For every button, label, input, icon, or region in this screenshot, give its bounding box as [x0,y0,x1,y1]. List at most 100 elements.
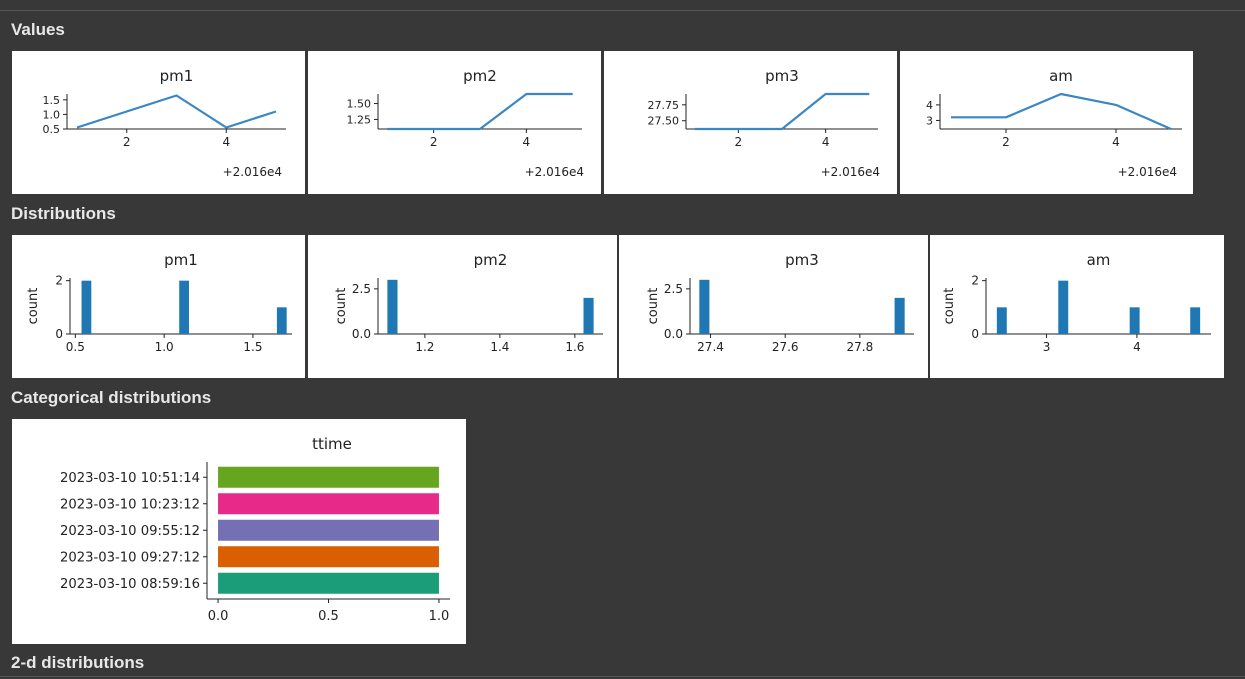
dist-pm3-xtick-label: 27.8 [847,340,874,354]
dist-am-bar [996,307,1007,334]
values-pm1-ytick-label: 1.0 [43,108,61,121]
dist-pm3-title: pm3 [785,251,819,269]
dist-pm1-xtick-label: 1.5 [243,340,262,354]
dist-pm2-title: pm2 [474,251,508,269]
cat-ttime-bar [218,493,439,515]
values-pm2-ytick-label: 1.25 [347,113,372,126]
values-pm1-series-line [76,94,277,129]
bottom-divider [0,676,1245,677]
values-pm3-series-line [694,92,870,131]
values-pm3-ytick-label: 27.50 [648,115,680,128]
dist-pm1-xtick-label: 0.5 [66,340,85,354]
dist-am-xtick-label: 3 [1043,340,1051,354]
cat-ttime-category-label: 2023-03-10 10:51:14 [60,471,200,486]
dist-pm1-ytick-label: 2 [55,274,63,288]
dist-am-panel: am 3 4 0 2 count [930,235,1224,378]
top-divider [0,10,1245,11]
values-pm2-xtick-label: 4 [523,135,531,149]
values-pm1-xtick-label: 2 [123,135,131,149]
dist-am-ytick-label: 0 [971,327,979,341]
values-am-chart: am 2 4 3 4 +2.016e4 [926,67,1182,179]
dist-pm1-bar [179,280,189,334]
dist-am-bar [1058,280,1069,334]
dist-am-ytick-label: 2 [971,274,979,288]
values-pm3-ytick-label: 27.75 [648,99,680,112]
section-title-2d: 2-d distributions [11,653,145,672]
values-pm2-chart: pm2 2 4 1.25 1.50 +2.016e4 [347,67,585,179]
values-pm1-offset-label: +2.016e4 [223,165,282,179]
values-pm2-panel: pm2 2 4 1.25 1.50 +2.016e4 [308,51,601,194]
cat-ttime-bar [218,466,439,488]
cat-ttime-category-label: 2023-03-10 09:55:12 [60,524,200,539]
cat-ttime-bar [218,519,439,541]
dist-pm1-bar [276,307,287,334]
values-am-panel: am 2 4 3 4 +2.016e4 [900,51,1193,194]
values-pm1-chart: pm1 2 4 0.5 1.01.5 +2.016e4 [43,67,286,179]
values-pm3-offset-label: +2.016e4 [821,165,880,179]
dist-am-bar [1190,307,1201,334]
values-pm3-title: pm3 [765,67,799,85]
values-am-offset-label: +2.016e4 [1118,165,1177,179]
section-title-distributions: Distributions [11,204,116,223]
values-am-xtick-label: 2 [1002,135,1010,149]
cat-ttime-xtick-label: 0.0 [208,609,229,624]
values-pm1-panel: pm1 2 4 0.5 1.0 1.5 +2.016e4 [12,51,305,194]
values-am-title: am [1049,67,1073,85]
dist-pm1-panel: pm1 0.5 1.0 1.5 0 2 count [12,235,305,378]
dist-pm2-panel: pm2 1.2 1.4 1.6 0.0 2.5 count [308,235,617,378]
values-pm3-chart: pm3 2 4 27.50 27.75 +2.016e4 [648,67,881,179]
dist-pm1-bar [81,280,92,334]
section-title-categorical: Categorical distributions [11,388,212,407]
dist-pm2-ytick-label: 2.5 [352,282,371,296]
values-pm3-panel: pm3 2 4 27.50 27.75 +2.016e4 [604,51,897,194]
dist-pm2-xtick-label: 1.4 [490,340,509,354]
dist-pm1-ylabel: count [26,288,41,325]
dist-pm3-xtick-label: 27.6 [772,340,799,354]
cat-ttime-xtick-label: 1.0 [429,609,450,624]
dist-pm2-ylabel: count [334,288,349,325]
dist-pm3-ylabel: count [646,288,661,325]
cat-ttime-bar [218,572,439,594]
dist-pm3-bar [894,297,905,334]
values-pm3-xtick-label: 2 [735,135,743,149]
cat-ttime-title: ttime [312,435,352,453]
dist-pm2-xtick-label: 1.2 [415,340,434,354]
values-pm2-ytick-label: 1.50 [347,98,372,111]
values-pm3-xtick-label: 4 [822,135,830,149]
dist-pm1-xtick-label: 1.0 [155,340,174,354]
cat-ttime-category-label: 2023-03-10 10:23:12 [60,497,200,512]
values-am-ytick-label: 3 [926,114,933,127]
cat-ttime-bar [218,546,439,568]
cat-ttime-category-label: 2023-03-10 08:59:16 [60,577,200,592]
dist-pm2-xtick-label: 1.6 [565,340,584,354]
dist-pm2-ytick-label: 0.0 [352,327,371,341]
dist-am-title: am [1087,251,1111,269]
cat-ttime-category-label: 2023-03-10 09:27:12 [60,550,200,565]
dist-am-chart: am 3 4 0 2 count [942,251,1211,354]
values-am-xtick-label: 4 [1112,135,1120,149]
values-pm2-series-line [387,92,573,131]
dist-pm3-xtick-label: 27.4 [697,340,724,354]
dist-am-ylabel: count [942,288,957,325]
cat-ttime-panel: ttime 2023-03-10 10:51:14 2023-03-10 10:23… [12,419,466,644]
dist-pm2-bar [387,279,398,334]
values-am-series-line [951,92,1172,131]
dist-pm1-chart: pm1 0.5 1.0 1.5 0 2 count [26,251,292,354]
dist-pm1-title: pm1 [164,251,198,269]
dist-pm3-bar [699,279,710,334]
values-pm1-xtick-label: 4 [222,135,230,149]
dist-pm1-ytick-label: 0 [55,327,63,341]
values-pm1-title: pm1 [160,67,194,85]
values-pm1-ytick-label: 0.5 [43,123,61,136]
dist-am-xtick-label: 4 [1133,340,1141,354]
cat-ttime-chart: ttime 2023-03-10 10:51:14 2023-03-10 10:23… [60,435,450,624]
values-pm2-title: pm2 [463,67,497,85]
cat-ttime-xtick-label: 0.5 [318,609,339,624]
dist-am-bar [1129,307,1140,334]
dist-pm3-ytick-label: 2.5 [664,282,683,296]
values-am-ytick-label: 4 [926,99,933,112]
values-pm2-xtick-label: 2 [430,135,438,149]
dist-pm3-panel: pm3 27.4 27.6 27.8 0.0 2.5 count [619,235,928,378]
